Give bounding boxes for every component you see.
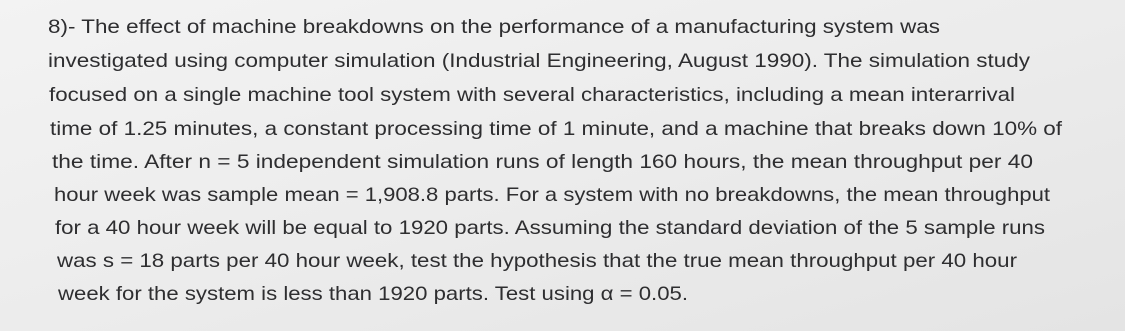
text-line: week for the system is less than 1920 pa… <box>57 283 688 305</box>
text-line: was s = 18 parts per 40 hour week, test … <box>56 250 1018 272</box>
text-line: time of 1.25 minutes, a constant process… <box>50 118 1063 140</box>
text-line: the time. After n = 5 independent simula… <box>52 151 1033 173</box>
text-line: investigated using computer simulation (… <box>48 50 1030 72</box>
text-line: hour week was sample mean = 1,908.8 part… <box>54 184 1051 206</box>
text-line: 8)- The effect of machine breakdowns on … <box>48 16 940 38</box>
text-line: for a 40 hour week will be equal to 1920… <box>55 217 1045 239</box>
text-line: focused on a single machine tool system … <box>49 84 1015 106</box>
